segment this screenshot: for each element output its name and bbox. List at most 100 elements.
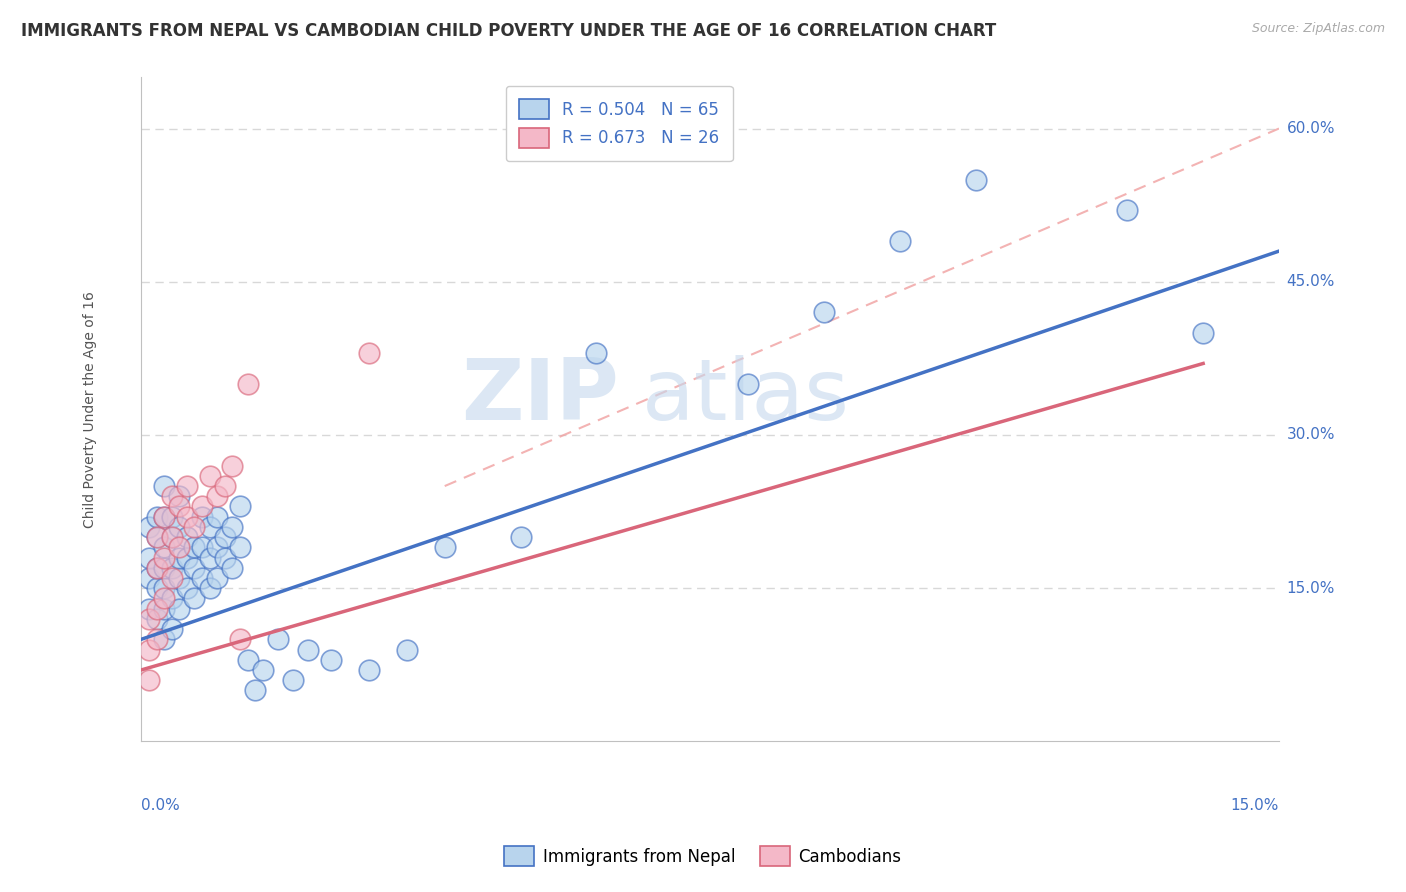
- Point: [205, 509, 228, 524]
- Point: [138, 550, 160, 565]
- Point: [221, 520, 243, 534]
- Point: [357, 346, 380, 360]
- Point: [509, 530, 531, 544]
- Point: [198, 581, 221, 595]
- Point: [198, 520, 221, 534]
- Point: [221, 458, 243, 473]
- Point: [205, 489, 228, 503]
- Point: [145, 561, 167, 575]
- Point: [229, 500, 252, 514]
- Point: [205, 541, 228, 555]
- Point: [965, 172, 987, 186]
- Point: [160, 509, 183, 524]
- Point: [153, 509, 176, 524]
- Point: [160, 591, 183, 606]
- Text: 0.0%: 0.0%: [142, 797, 180, 813]
- Point: [138, 520, 160, 534]
- Point: [160, 530, 183, 544]
- Point: [138, 642, 160, 657]
- Point: [319, 653, 342, 667]
- Point: [191, 541, 214, 555]
- Point: [236, 376, 259, 391]
- Point: [205, 571, 228, 585]
- Point: [153, 550, 176, 565]
- Point: [252, 663, 274, 677]
- Point: [167, 541, 190, 555]
- Point: [153, 591, 176, 606]
- Text: atlas: atlas: [643, 355, 849, 438]
- Point: [737, 376, 759, 391]
- Point: [191, 571, 214, 585]
- Point: [176, 479, 198, 493]
- Legend: Immigrants from Nepal, Cambodians: Immigrants from Nepal, Cambodians: [496, 838, 910, 875]
- Point: [183, 520, 205, 534]
- Point: [214, 530, 236, 544]
- Point: [145, 632, 167, 647]
- Point: [167, 500, 190, 514]
- Point: [160, 561, 183, 575]
- Point: [153, 632, 176, 647]
- Point: [145, 509, 167, 524]
- Text: Source: ZipAtlas.com: Source: ZipAtlas.com: [1251, 22, 1385, 36]
- Point: [183, 541, 205, 555]
- Point: [167, 489, 190, 503]
- Point: [167, 550, 190, 565]
- Point: [229, 541, 252, 555]
- Text: IMMIGRANTS FROM NEPAL VS CAMBODIAN CHILD POVERTY UNDER THE AGE OF 16 CORRELATION: IMMIGRANTS FROM NEPAL VS CAMBODIAN CHILD…: [21, 22, 997, 40]
- Point: [145, 530, 167, 544]
- Point: [153, 479, 176, 493]
- Point: [167, 571, 190, 585]
- Point: [1116, 203, 1139, 218]
- Point: [236, 653, 259, 667]
- Text: 15.0%: 15.0%: [1230, 797, 1279, 813]
- Point: [138, 601, 160, 615]
- Point: [176, 550, 198, 565]
- Point: [160, 489, 183, 503]
- Point: [221, 561, 243, 575]
- Point: [183, 591, 205, 606]
- Point: [1192, 326, 1215, 340]
- Point: [214, 550, 236, 565]
- Text: Child Poverty Under the Age of 16: Child Poverty Under the Age of 16: [83, 291, 97, 528]
- Point: [176, 509, 198, 524]
- Point: [229, 632, 252, 647]
- Point: [243, 683, 266, 698]
- Point: [585, 346, 607, 360]
- Point: [176, 530, 198, 544]
- Point: [160, 622, 183, 636]
- Point: [153, 581, 176, 595]
- Point: [267, 632, 290, 647]
- Point: [281, 673, 304, 688]
- Point: [433, 541, 456, 555]
- Point: [183, 561, 205, 575]
- Point: [145, 530, 167, 544]
- Point: [395, 642, 418, 657]
- Point: [198, 468, 221, 483]
- Point: [160, 530, 183, 544]
- Point: [297, 642, 319, 657]
- Point: [145, 581, 167, 595]
- Point: [153, 541, 176, 555]
- Point: [138, 571, 160, 585]
- Point: [145, 612, 167, 626]
- Point: [138, 612, 160, 626]
- Point: [191, 509, 214, 524]
- Point: [153, 561, 176, 575]
- Point: [813, 305, 835, 319]
- Text: 30.0%: 30.0%: [1286, 427, 1336, 442]
- Point: [138, 673, 160, 688]
- Point: [214, 479, 236, 493]
- Point: [176, 581, 198, 595]
- Point: [145, 601, 167, 615]
- Point: [167, 520, 190, 534]
- Text: 15.0%: 15.0%: [1286, 581, 1334, 596]
- Point: [889, 234, 911, 248]
- Point: [153, 509, 176, 524]
- Point: [160, 571, 183, 585]
- Text: 45.0%: 45.0%: [1286, 274, 1334, 289]
- Point: [191, 500, 214, 514]
- Point: [167, 601, 190, 615]
- Text: ZIP: ZIP: [461, 355, 619, 438]
- Point: [153, 601, 176, 615]
- Legend: R = 0.504   N = 65, R = 0.673   N = 26: R = 0.504 N = 65, R = 0.673 N = 26: [506, 86, 733, 161]
